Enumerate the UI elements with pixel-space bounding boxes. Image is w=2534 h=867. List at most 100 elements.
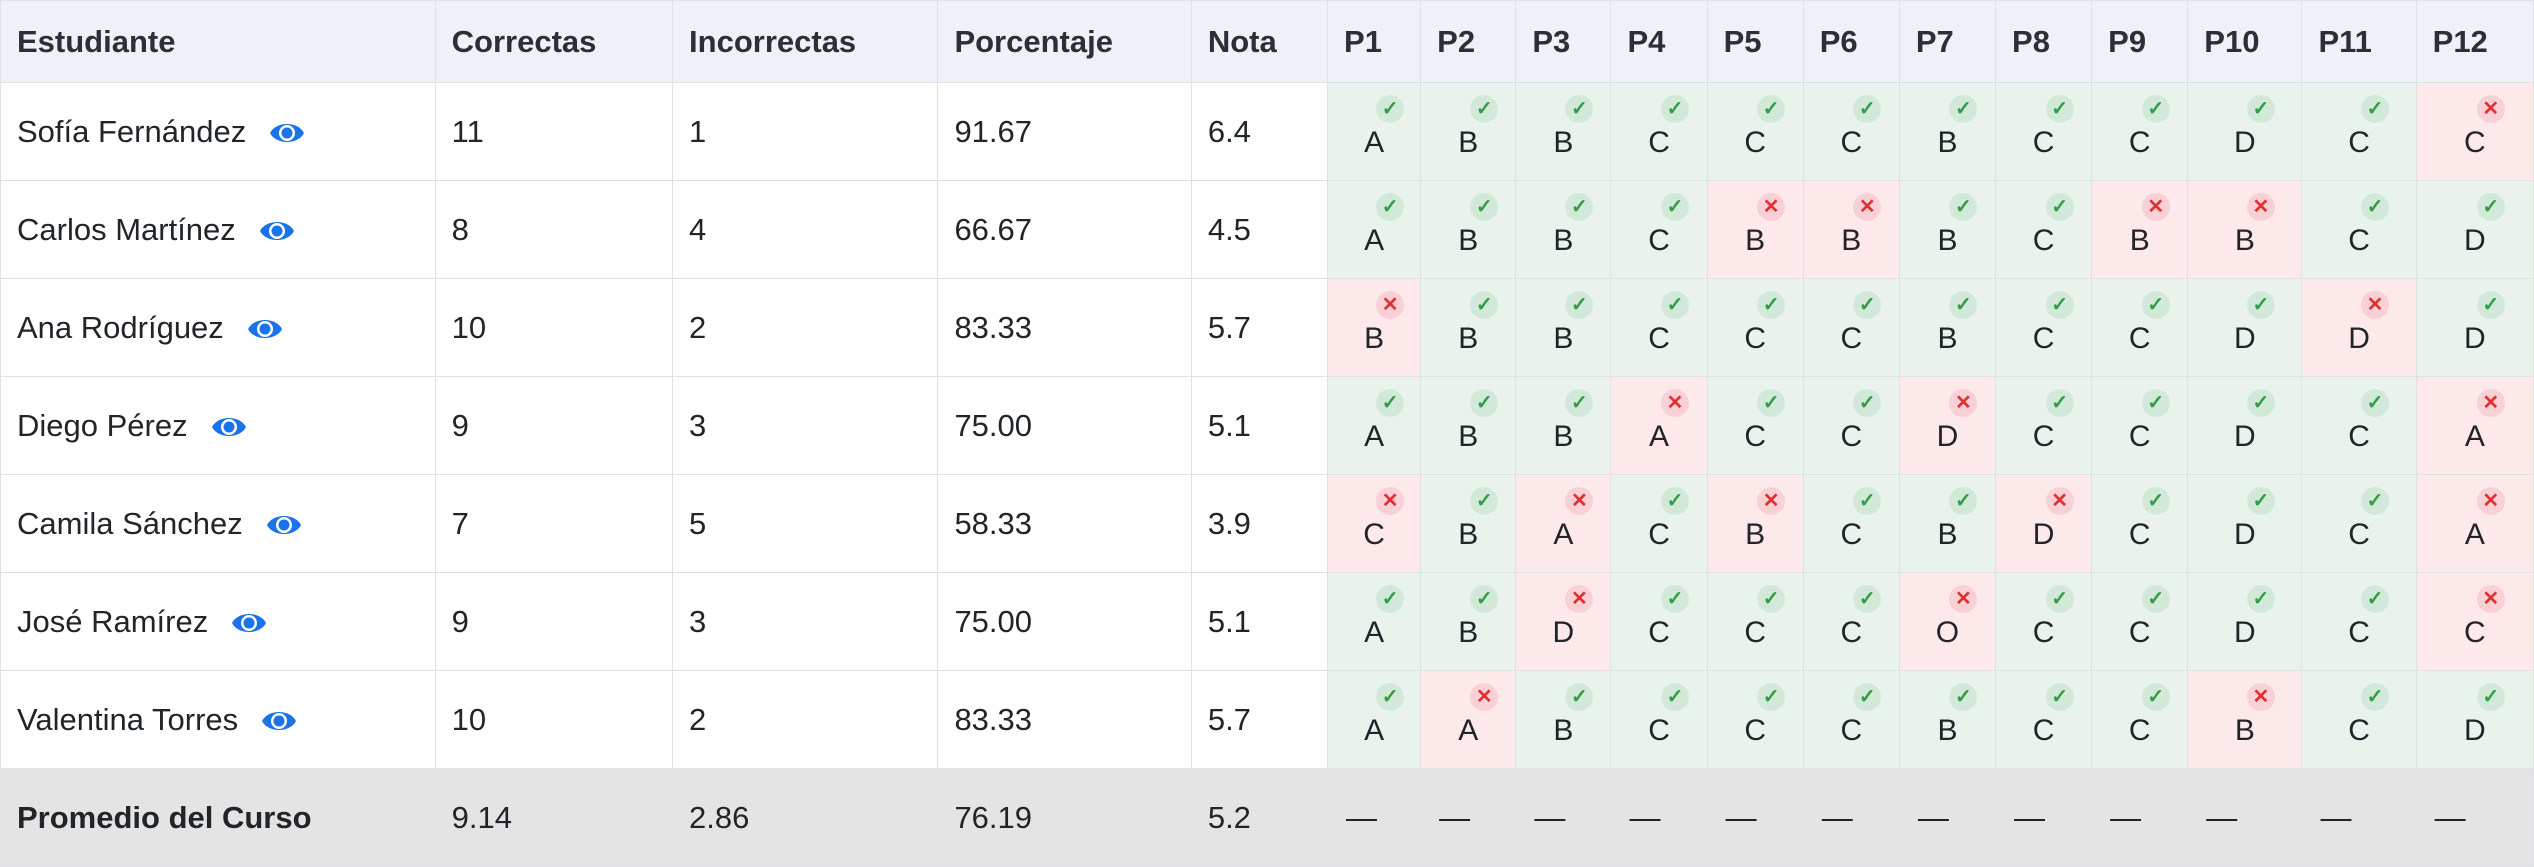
header-incorrect[interactable]: Incorrectas — [672, 0, 939, 83]
answer-letter: B — [1841, 223, 1862, 257]
header-question[interactable]: P11 — [2301, 0, 2417, 83]
grade: 5.7 — [1190, 670, 1329, 769]
header-question[interactable]: P3 — [1515, 0, 1612, 83]
correct-count: 11 — [434, 82, 674, 181]
eye-icon[interactable] — [260, 706, 298, 736]
answer-cell: B ✓ — [1898, 82, 1997, 181]
answer-letter: C — [2032, 223, 2055, 257]
answer-cell: C ✓ — [1706, 82, 1804, 181]
answer-letter: C — [2128, 517, 2151, 551]
header-student[interactable]: Estudiante — [0, 0, 436, 83]
check-icon: ✓ — [1565, 95, 1594, 123]
eye-icon[interactable] — [230, 608, 268, 638]
answer-cell: C ✓ — [1610, 474, 1708, 573]
header-correct[interactable]: Correctas — [434, 0, 674, 83]
header-question[interactable]: P6 — [1802, 0, 1900, 83]
answer-letter: B — [1553, 321, 1574, 355]
average-dash: — — [1610, 768, 1708, 867]
header-question[interactable]: P10 — [2187, 0, 2303, 83]
answer-cell: C ✓ — [1995, 180, 2093, 279]
check-icon: ✓ — [2361, 389, 2390, 417]
answer-letter: C — [2348, 419, 2370, 453]
eye-icon[interactable] — [210, 412, 248, 442]
answer-cell: D ✕ — [2301, 278, 2417, 377]
eye-icon[interactable] — [268, 118, 306, 148]
cross-icon: ✕ — [2476, 487, 2505, 515]
check-icon: ✓ — [2141, 389, 2170, 417]
percentage: 58.33 — [937, 474, 1192, 573]
answer-letter: A — [1364, 713, 1385, 747]
header-question[interactable]: P9 — [2091, 0, 2189, 83]
check-icon: ✓ — [1376, 95, 1405, 123]
eye-icon[interactable] — [258, 216, 296, 246]
cross-icon: ✕ — [1565, 487, 1594, 515]
student-name: Sofía Fernández — [17, 113, 247, 149]
answer-letter: O — [1935, 615, 1960, 649]
header-question[interactable]: P12 — [2415, 0, 2534, 83]
answer-cell: C ✓ — [1802, 278, 1900, 377]
answer-letter: B — [1458, 615, 1479, 649]
check-icon: ✓ — [1661, 95, 1690, 123]
average-dash: — — [1995, 768, 2093, 867]
answer-letter: C — [1840, 713, 1863, 747]
check-icon: ✓ — [1661, 193, 1690, 221]
student-row: Valentina Torres 10 2 83.33 5.7 A ✓ A ✕ B ✓ C ✓… — [0, 670, 2534, 769]
average-dash: — — [1420, 768, 1517, 867]
correct-count: 7 — [434, 474, 674, 573]
eye-icon[interactable] — [265, 510, 303, 540]
answer-cell: C ✓ — [1995, 278, 2093, 377]
answer-letter: C — [1744, 321, 1766, 355]
answer-letter: A — [1364, 419, 1385, 453]
answer-letter: D — [2234, 517, 2256, 551]
average-correct: 9.14 — [434, 768, 674, 867]
header-question[interactable]: P4 — [1610, 0, 1708, 83]
answer-cell: A ✕ — [1515, 474, 1612, 573]
answer-cell: A ✓ — [1327, 82, 1422, 181]
header-question[interactable]: P8 — [1995, 0, 2093, 83]
check-icon: ✓ — [1757, 291, 1786, 319]
correct-count: 10 — [434, 278, 674, 377]
answer-letter: C — [1840, 419, 1863, 453]
check-icon: ✓ — [1757, 95, 1786, 123]
header-row: Estudiante Correctas Incorrectas Porcent… — [0, 0, 2534, 83]
check-icon: ✓ — [1470, 291, 1499, 319]
check-icon: ✓ — [1853, 95, 1882, 123]
answer-letter: B — [1458, 419, 1479, 453]
check-icon: ✓ — [2141, 95, 2170, 123]
header-question[interactable]: P7 — [1898, 0, 1997, 83]
check-icon: ✓ — [2045, 389, 2074, 417]
answer-cell: C ✓ — [1610, 670, 1708, 769]
answer-cell: B ✓ — [1515, 82, 1612, 181]
answer-letter: A — [1364, 125, 1385, 159]
eye-icon[interactable] — [246, 314, 284, 344]
answer-cell: B ✕ — [1327, 278, 1422, 377]
answer-letter: C — [1648, 713, 1670, 747]
answer-cell: C ✓ — [1995, 376, 2093, 475]
header-grade[interactable]: Nota — [1190, 0, 1329, 83]
average-label: Promedio del Curso — [0, 768, 436, 867]
header-question[interactable]: P2 — [1420, 0, 1517, 83]
cross-icon: ✕ — [1661, 389, 1690, 417]
student-row: Diego Pérez 9 3 75.00 5.1 A ✓ B ✓ B ✓ A ✕ C ✓ C ✓ D ✕… — [0, 376, 2534, 475]
answer-cell: C ✓ — [2091, 670, 2189, 769]
answer-letter: A — [1364, 223, 1385, 257]
answer-cell: B ✓ — [1420, 474, 1517, 573]
cross-icon: ✕ — [1470, 683, 1499, 711]
average-percent: 76.19 — [937, 768, 1192, 867]
student-row: Carlos Martínez 8 4 66.67 4.5 A ✓ B ✓ B ✓ C ✓ B ✕… — [0, 180, 2534, 279]
correct-count: 9 — [434, 376, 674, 475]
check-icon: ✓ — [2141, 585, 2170, 613]
answer-letter: D — [2234, 419, 2256, 453]
check-icon: ✓ — [2045, 95, 2074, 123]
check-icon: ✓ — [2045, 585, 2074, 613]
header-percent[interactable]: Porcentaje — [937, 0, 1192, 83]
answer-letter: C — [2128, 615, 2151, 649]
header-question[interactable]: P5 — [1706, 0, 1804, 83]
answer-cell: D ✓ — [2187, 572, 2303, 671]
answer-cell: A ✕ — [2415, 376, 2534, 475]
answer-cell: D ✓ — [2187, 474, 2303, 573]
answer-cell: C ✓ — [2091, 82, 2189, 181]
answer-cell: A ✓ — [1327, 180, 1422, 279]
answer-cell: C ✓ — [1610, 82, 1708, 181]
header-question[interactable]: P1 — [1327, 0, 1422, 83]
